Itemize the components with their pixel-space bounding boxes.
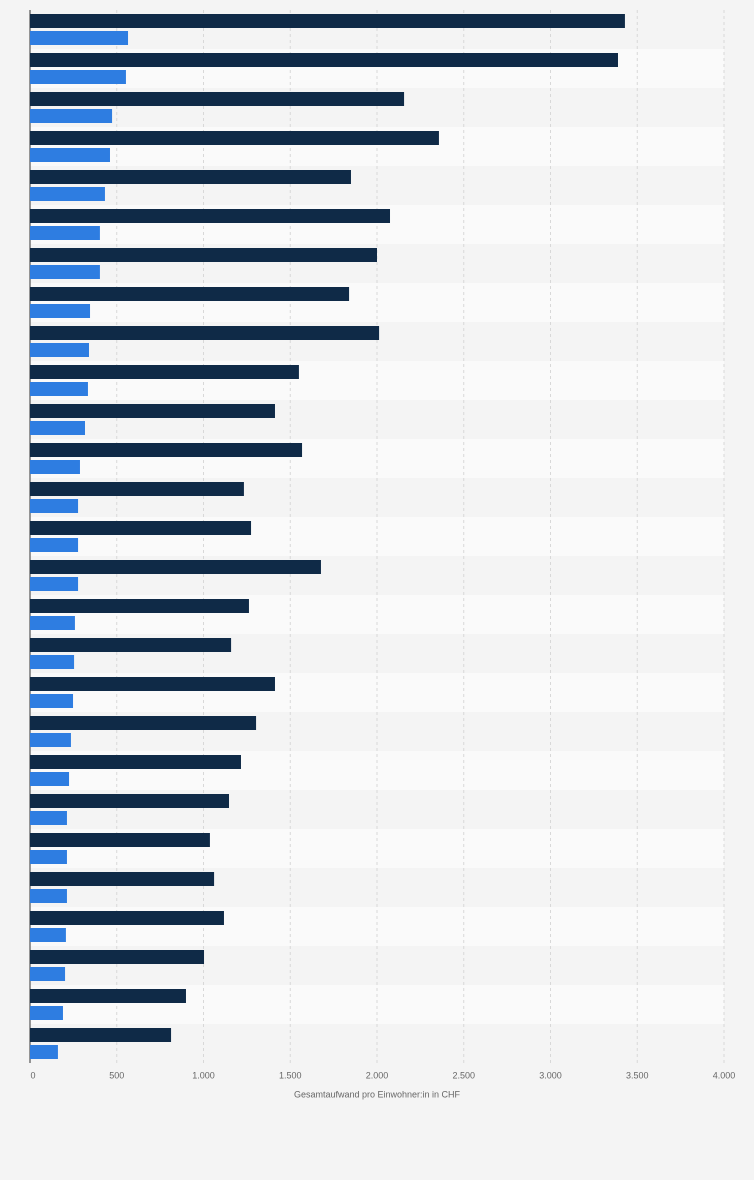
x-tick-label: 3.500 (626, 1070, 649, 1080)
bar (30, 365, 299, 379)
bar (30, 70, 126, 84)
bar (30, 967, 66, 981)
bar (30, 989, 186, 1003)
bar (30, 872, 215, 886)
bar (30, 499, 79, 513)
x-tick-label: 4.000 (713, 1070, 736, 1080)
bar (30, 521, 252, 535)
x-tick-label: 2.000 (366, 1070, 389, 1080)
bar (30, 1028, 172, 1042)
bar (30, 460, 80, 474)
bar (30, 677, 275, 691)
bar (30, 1045, 58, 1059)
bar (30, 772, 70, 786)
bar (30, 170, 351, 184)
bar (30, 889, 67, 903)
bar (30, 14, 625, 28)
bar (30, 421, 85, 435)
bar (30, 287, 350, 301)
bar (30, 187, 105, 201)
bar (30, 850, 67, 864)
bar (30, 694, 74, 708)
bar (30, 248, 377, 262)
bar (30, 53, 618, 67)
bar (30, 326, 380, 340)
bar (30, 599, 249, 613)
bar (30, 794, 230, 808)
bar (30, 482, 244, 496)
bar (30, 928, 66, 942)
bar (30, 92, 405, 106)
bar (30, 616, 75, 630)
bar (30, 443, 303, 457)
x-tick-label: 0 (30, 1070, 35, 1080)
bar (30, 131, 439, 145)
bar (30, 560, 321, 574)
x-axis-title: Gesamtaufwand pro Einwohner:in in CHF (294, 1089, 461, 1099)
x-tick-label: 3.000 (539, 1070, 562, 1080)
bar (30, 833, 210, 847)
bar (30, 655, 75, 669)
bar (30, 343, 89, 357)
bar (30, 31, 129, 45)
bar (30, 950, 205, 964)
bar (30, 1006, 63, 1020)
x-tick-label: 1.500 (279, 1070, 302, 1080)
bar (30, 716, 257, 730)
x-tick-label: 500 (109, 1070, 124, 1080)
bar (30, 811, 67, 825)
bar (30, 755, 241, 769)
bar (30, 304, 91, 318)
bar (30, 209, 391, 223)
bar (30, 538, 79, 552)
bar (30, 109, 113, 123)
bar (30, 226, 100, 240)
bar (30, 911, 224, 925)
x-tick-label: 1.000 (192, 1070, 215, 1080)
bar (30, 638, 232, 652)
bar (30, 148, 110, 162)
bar (30, 382, 88, 396)
bar (30, 733, 71, 747)
bar (30, 577, 79, 591)
bar (30, 265, 100, 279)
bar (30, 404, 275, 418)
x-tick-label: 2.500 (452, 1070, 475, 1080)
